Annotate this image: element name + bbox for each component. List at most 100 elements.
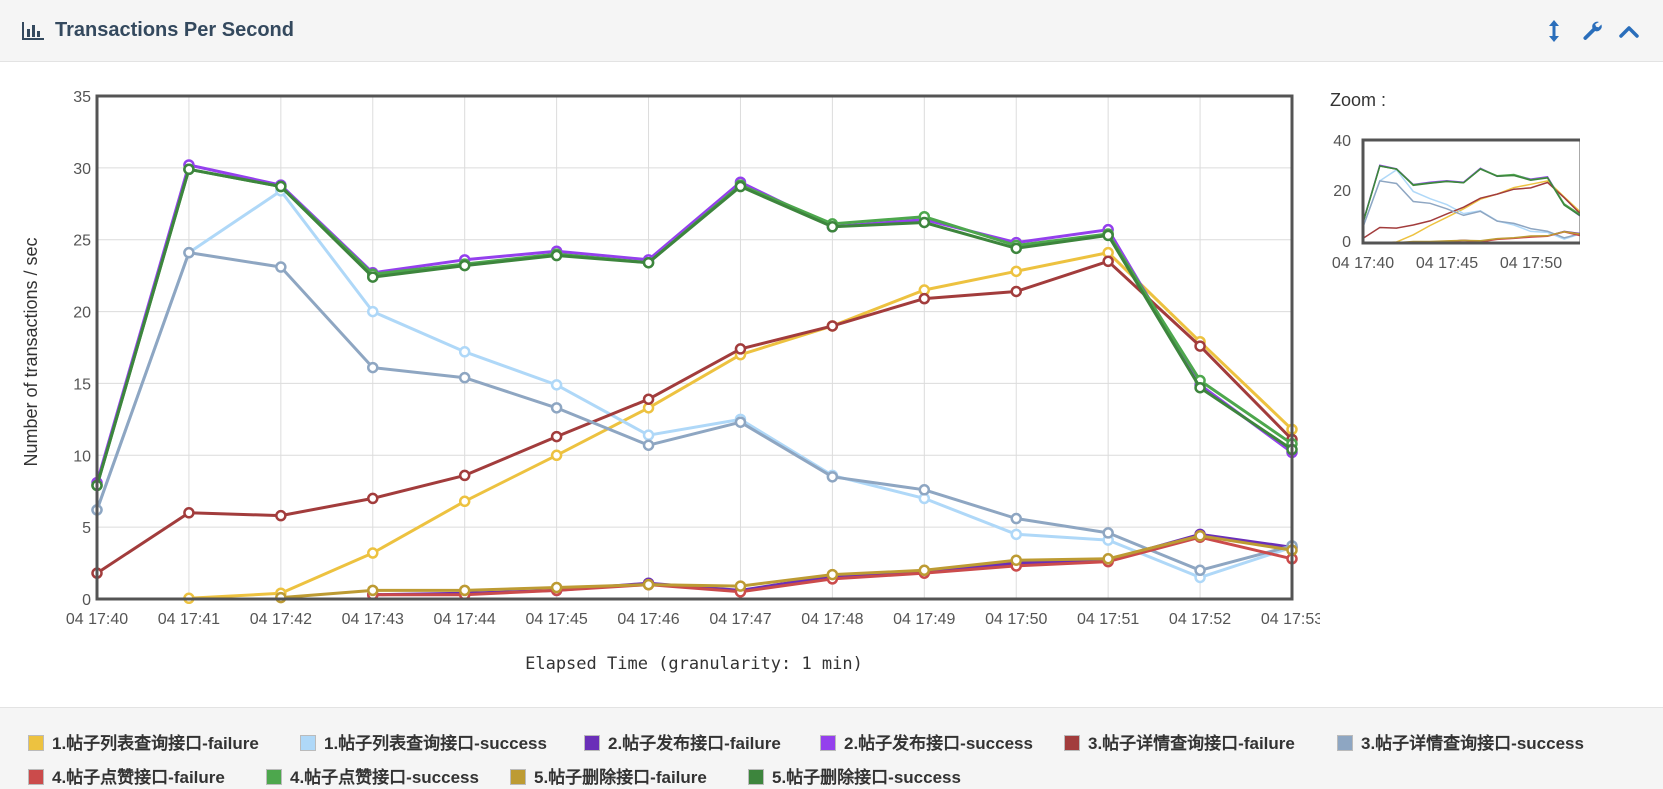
data-point[interactable]	[550, 430, 563, 443]
data-point[interactable]	[826, 320, 839, 332]
data-point[interactable]	[734, 580, 747, 592]
data-point[interactable]	[1194, 381, 1206, 394]
data-point[interactable]	[367, 305, 379, 318]
bar-chart-icon	[22, 22, 44, 40]
zoom-series-line	[1362, 165, 1580, 223]
data-point[interactable]	[1010, 265, 1022, 278]
legend-swatch	[820, 735, 836, 751]
legend-swatch	[584, 735, 600, 751]
legend-item[interactable]: 3.帖子详情查询接口-success	[1337, 729, 1584, 754]
data-point[interactable]	[734, 416, 747, 428]
data-point[interactable]	[1102, 527, 1114, 539]
x-tick-label: 04 17:53	[1261, 611, 1320, 628]
data-point[interactable]	[550, 449, 563, 462]
legend-item[interactable]: 1.帖子列表查询接口-failure	[28, 729, 259, 754]
data-point[interactable]	[275, 509, 287, 522]
data-point[interactable]	[1102, 553, 1114, 565]
legend-item[interactable]: 3.帖子详情查询接口-failure	[1064, 729, 1295, 754]
data-point[interactable]	[458, 346, 471, 358]
y-tick-label: 10	[73, 448, 91, 465]
zoom-series-line	[1362, 180, 1580, 239]
data-point[interactable]	[642, 578, 655, 591]
series-line	[95, 189, 1293, 579]
data-point[interactable]	[458, 259, 471, 272]
legend-item[interactable]: 2.帖子发布接口-success	[820, 729, 1033, 754]
y-axis-label: Number of transactions / sec	[21, 237, 41, 466]
data-point[interactable]	[918, 484, 931, 496]
series	[91, 255, 1298, 579]
data-point[interactable]	[550, 379, 563, 391]
legend-item[interactable]: 5.帖子删除接口-success	[748, 763, 961, 788]
legend-swatch	[28, 735, 44, 751]
zoom-x-tick: 04 17:40	[1332, 255, 1394, 272]
data-point[interactable]	[1194, 564, 1206, 577]
expand-vertical-icon[interactable]	[1544, 18, 1564, 44]
data-point[interactable]	[550, 402, 563, 414]
zoom-series-line	[1379, 180, 1580, 244]
legend-swatch	[748, 769, 764, 785]
zoom-label: Zoom :	[1330, 90, 1387, 110]
data-point[interactable]	[458, 469, 471, 482]
zoom-y-tick: 0	[1342, 234, 1351, 251]
data-point[interactable]	[1010, 512, 1022, 525]
data-point[interactable]	[918, 292, 931, 305]
data-point[interactable]	[183, 246, 195, 259]
data-point[interactable]	[642, 393, 655, 405]
data-point[interactable]	[367, 271, 379, 283]
data-point[interactable]	[918, 216, 931, 229]
zoom-overview-chart[interactable]: 40 20 0 04 17:40 04 17:45 04 17:50	[1320, 130, 1580, 280]
data-point[interactable]	[367, 547, 379, 559]
x-tick-label: 04 17:48	[801, 611, 863, 628]
legend-item[interactable]: 4.帖子点赞接口-failure	[28, 763, 225, 788]
data-point[interactable]	[918, 564, 931, 577]
chevron-up-icon[interactable]	[1618, 18, 1640, 44]
data-point[interactable]	[826, 221, 839, 233]
data-point[interactable]	[275, 180, 287, 193]
data-point[interactable]	[275, 261, 287, 273]
data-point[interactable]	[458, 584, 471, 597]
y-tick-label: 5	[82, 520, 91, 537]
x-tick-label: 04 17:49	[893, 611, 955, 628]
data-point[interactable]	[1010, 242, 1022, 255]
legend-label: 4.帖子点赞接口-success	[290, 768, 479, 787]
data-point[interactable]	[642, 439, 655, 451]
legend-swatch	[1337, 735, 1353, 751]
x-tick-label: 04 17:46	[617, 611, 679, 628]
series	[91, 159, 1298, 489]
data-point[interactable]	[1102, 229, 1114, 242]
data-point[interactable]	[734, 343, 747, 355]
series	[91, 246, 1298, 577]
legend-item[interactable]: 1.帖子列表查询接口-success	[300, 729, 547, 754]
y-tick-label: 30	[73, 161, 91, 178]
legend-label: 3.帖子详情查询接口-failure	[1088, 734, 1295, 753]
data-point[interactable]	[642, 256, 655, 269]
legend-item[interactable]: 5.帖子删除接口-failure	[510, 763, 707, 788]
data-point[interactable]	[183, 507, 195, 519]
x-tick-label: 04 17:45	[525, 611, 587, 628]
data-point[interactable]	[367, 584, 379, 597]
data-point[interactable]	[1010, 554, 1022, 566]
data-point[interactable]	[183, 163, 195, 176]
data-point[interactable]	[826, 568, 839, 581]
zoom-x-tick: 04 17:45	[1416, 255, 1478, 272]
x-tick-label: 04 17:51	[1077, 611, 1139, 628]
x-axis-label: Elapsed Time (granularity: 1 min)	[525, 654, 863, 674]
legend-item[interactable]: 4.帖子点赞接口-success	[266, 763, 479, 788]
data-point[interactable]	[367, 492, 379, 505]
data-point[interactable]	[1194, 340, 1206, 352]
data-point[interactable]	[826, 471, 839, 483]
data-point[interactable]	[550, 581, 563, 594]
data-point[interactable]	[1102, 255, 1114, 268]
wrench-icon[interactable]	[1580, 18, 1604, 44]
chart-legend: 1.帖子列表查询接口-failure 1.帖子列表查询接口-success 2.…	[0, 707, 1663, 789]
data-point[interactable]	[1010, 528, 1022, 541]
data-point[interactable]	[1194, 530, 1206, 542]
data-point[interactable]	[458, 371, 471, 384]
data-point[interactable]	[1010, 285, 1022, 298]
data-point[interactable]	[550, 249, 563, 262]
data-point[interactable]	[367, 361, 379, 374]
data-point[interactable]	[458, 495, 471, 508]
data-point[interactable]	[642, 429, 655, 441]
legend-item[interactable]: 2.帖子发布接口-failure	[584, 729, 781, 754]
data-point[interactable]	[734, 180, 747, 193]
